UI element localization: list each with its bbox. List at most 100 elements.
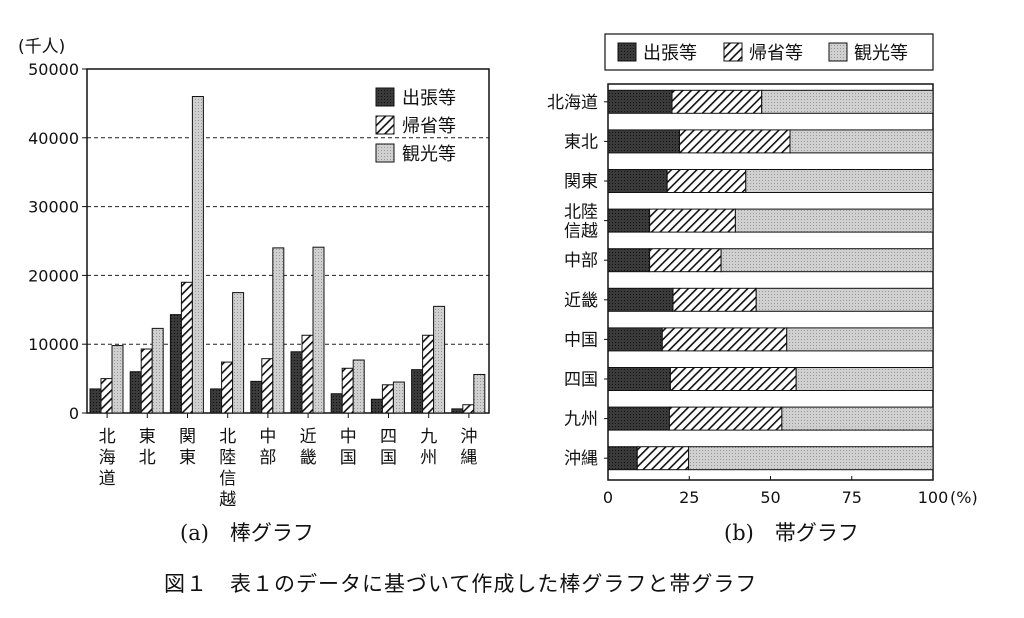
segment-2 (669, 367, 797, 391)
y-tick-label: 50000 (28, 60, 79, 79)
segment-1 (607, 169, 668, 193)
x-tick-label: 近畿 (300, 427, 317, 468)
plot-frame (86, 68, 490, 414)
segment-3 (786, 327, 934, 352)
legend-label: 出張等 (643, 43, 697, 64)
x-tick-label: 中部 (259, 427, 276, 468)
y-tick-label: 北陸 (564, 203, 598, 223)
bar-3 (312, 246, 325, 414)
bar-2 (381, 384, 394, 414)
bar-3 (352, 359, 365, 414)
bar-3 (191, 96, 204, 414)
segment-2 (649, 208, 736, 233)
bar-1 (411, 369, 424, 414)
y-tick-label: 四国 (564, 370, 598, 390)
legend-swatch (375, 143, 395, 163)
x-tick-label: 北海道 (99, 427, 116, 489)
bar-1 (451, 408, 464, 414)
x-tick-label: 九州 (420, 427, 437, 468)
segment-2 (668, 406, 783, 431)
bar-2 (341, 367, 354, 414)
segment-2 (636, 446, 690, 471)
legend-swatch (617, 42, 637, 62)
stacked-chart-title: (b) 帯グラフ (724, 521, 859, 545)
bar-2 (261, 358, 274, 414)
segment-2 (661, 327, 788, 352)
y-tick-label: 中国 (564, 330, 598, 350)
segment-1 (607, 446, 638, 471)
x-tick-label: 100 (918, 488, 949, 507)
x-tick-label: 50 (760, 488, 780, 507)
bar-3 (392, 381, 405, 414)
y-tick-label: 沖縄 (564, 449, 598, 469)
segment-1 (607, 406, 670, 431)
y-tick-label: 中部 (564, 251, 598, 271)
segment-2 (649, 248, 722, 273)
legend-swatch (723, 42, 743, 62)
segment-3 (734, 208, 934, 233)
bar-2 (100, 378, 113, 414)
y-tick-label: 東北 (564, 132, 598, 152)
bar-1 (330, 393, 343, 414)
segment-3 (720, 248, 934, 273)
segment-1 (607, 327, 663, 352)
legend-box (604, 33, 934, 71)
bar-1 (250, 380, 263, 414)
bar-2 (180, 281, 193, 414)
segment-3 (688, 446, 934, 471)
x-tick-label: 東北 (139, 427, 156, 468)
segment-3 (795, 367, 934, 391)
bar-2 (422, 334, 435, 414)
bar-1 (210, 388, 223, 414)
bar-1 (370, 398, 383, 414)
segment-1 (607, 248, 651, 273)
y-tick-label: 近畿 (564, 291, 598, 311)
segment-3 (789, 129, 934, 154)
segment-3 (755, 287, 934, 312)
segment-3 (781, 406, 934, 431)
x-tick-label: 25 (679, 488, 699, 507)
legend-label: 観光等 (854, 43, 908, 64)
y-tick-label: 関東 (564, 172, 598, 192)
legend-label: 出張等 (402, 88, 456, 109)
legend-swatch (375, 115, 395, 135)
legend-swatch (375, 87, 395, 107)
bar-3 (232, 292, 245, 414)
x-axis-unit: (%) (950, 488, 978, 507)
segment-1 (607, 129, 680, 154)
legend-label: 帰省等 (749, 43, 803, 64)
bar-1 (290, 351, 303, 414)
bar-3 (272, 247, 285, 414)
segment-2 (672, 287, 757, 312)
y-tick-label: 0 (69, 404, 79, 423)
x-tick-label: 北陸信越 (219, 427, 236, 510)
bar-3 (111, 345, 124, 414)
bar-3 (473, 373, 486, 414)
bar-1 (89, 388, 102, 414)
segment-2 (679, 129, 791, 154)
segment-2 (671, 89, 763, 114)
x-tick-label: 沖縄 (460, 427, 477, 468)
bar-2 (221, 361, 234, 414)
y-tick-label: 20000 (28, 266, 79, 285)
segment-2 (666, 169, 747, 193)
y-tick-label: 北海道 (547, 93, 598, 113)
bar-2 (462, 404, 475, 414)
bar-1 (169, 314, 182, 414)
bar-2 (301, 334, 314, 414)
bar-3 (433, 305, 446, 414)
x-tick-label: 0 (603, 488, 613, 507)
x-tick-label: 四国 (380, 427, 397, 468)
segment-3 (761, 89, 934, 114)
x-tick-label: 関東 (179, 427, 196, 468)
x-tick-label: 中国 (340, 427, 357, 468)
y-tick-label: 30000 (28, 198, 79, 217)
y-tick-label: 40000 (28, 129, 79, 148)
y-tick-label: 信越 (564, 222, 598, 242)
legend-label: 観光等 (402, 144, 456, 165)
segment-1 (607, 287, 674, 312)
y-axis-label: (千人) (18, 37, 65, 57)
